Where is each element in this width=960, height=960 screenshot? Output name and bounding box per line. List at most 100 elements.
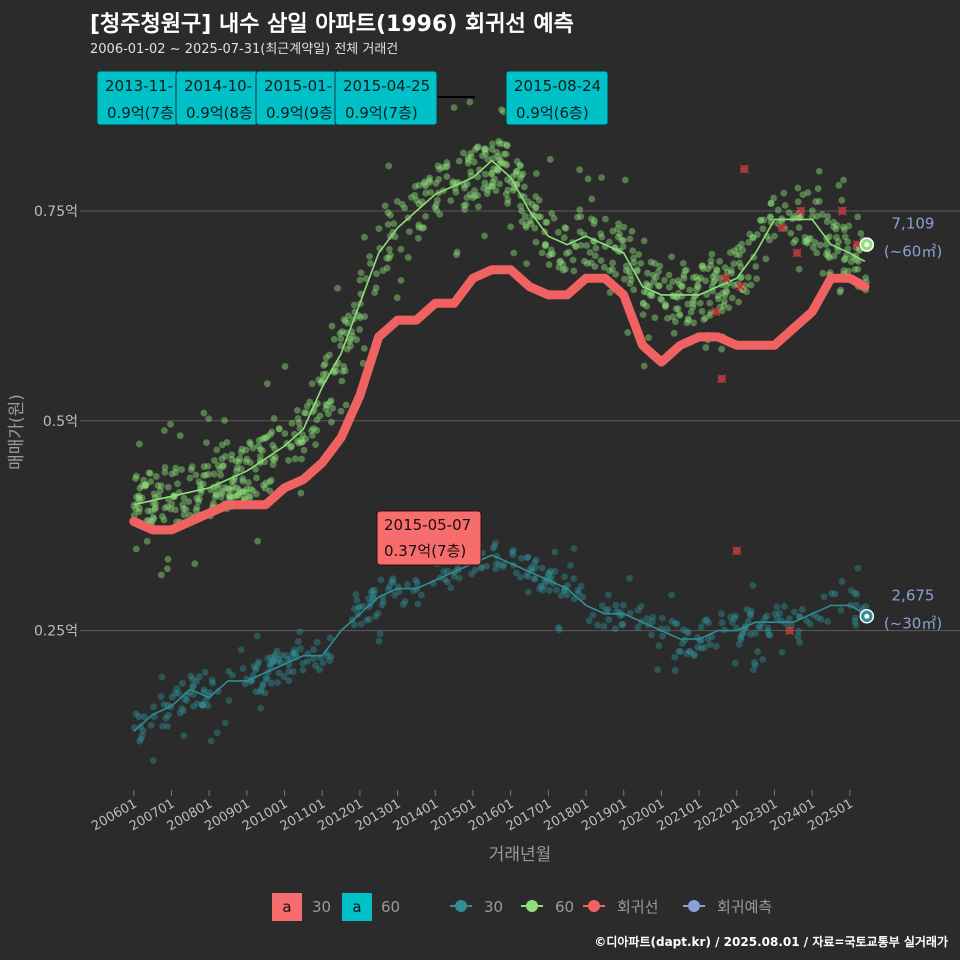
scatter-point-30 [701, 643, 708, 651]
scatter-point-60 [226, 492, 234, 500]
scatter-point-60 [482, 150, 489, 157]
scatter-point-30 [147, 721, 155, 729]
outlier-cross [735, 281, 746, 292]
annotation-date: 2015-04-25 [343, 77, 430, 95]
scatter-point-30 [570, 575, 578, 583]
scatter-point-30 [574, 586, 582, 594]
scatter-point-60 [218, 441, 226, 449]
scatter-point-30 [708, 633, 716, 641]
scatter-point-60 [547, 246, 555, 254]
scatter-point-60 [640, 362, 648, 370]
scatter-point-30 [225, 668, 233, 675]
scatter-point-60 [462, 201, 470, 209]
scatter-point-60 [138, 494, 146, 502]
scatter-point-30 [668, 617, 676, 625]
scatter-point-60 [614, 225, 622, 233]
scatter-point-60 [433, 206, 440, 214]
scatter-point-60 [385, 245, 393, 253]
scatter-point-30 [291, 646, 298, 654]
scatter-point-30 [267, 653, 275, 661]
scatter-point-60 [673, 294, 681, 301]
scatter-point-60 [489, 178, 497, 186]
scatter-point-60 [157, 482, 165, 490]
scatter-point-60 [630, 259, 638, 267]
scatter-point-30 [528, 563, 535, 571]
scatter-point-30 [794, 633, 802, 641]
scatter-point-60 [192, 471, 200, 479]
scatter-point-60 [577, 241, 585, 249]
scatter-point-60 [699, 262, 707, 269]
scatter-point-60 [390, 220, 398, 227]
scatter-point-30 [267, 679, 275, 687]
scatter-point-60 [723, 288, 731, 296]
scatter-point-60 [225, 485, 233, 493]
y-tick-label: 0.75억 [34, 204, 78, 220]
scatter-point-60 [341, 317, 349, 325]
scatter-point-60 [643, 288, 651, 296]
scatter-point-30 [443, 578, 451, 586]
scatter-point-60 [196, 481, 204, 489]
scatter-point-60 [386, 211, 394, 219]
scatter-point-60 [597, 230, 605, 238]
scatter-point-30 [176, 709, 184, 717]
scatter-point-60 [271, 445, 278, 452]
scatter-point-60 [214, 462, 222, 469]
scatter-point-60 [744, 273, 752, 281]
scatter-point-60 [502, 150, 510, 158]
scatter-point-30 [531, 558, 539, 566]
scatter-point-30 [213, 729, 221, 737]
scatter-point-30 [594, 621, 601, 629]
outlier-cross [777, 223, 787, 233]
scatter-point-30 [853, 590, 861, 598]
scatter-point-60 [242, 458, 250, 465]
scatter-point-30 [447, 584, 455, 592]
scatter-point-30 [671, 653, 679, 661]
scatter-point-60 [674, 277, 682, 285]
scatter-point-30 [175, 690, 183, 698]
scatter-point-30 [791, 608, 798, 616]
scatter-point-60 [815, 167, 823, 175]
scatter-point-60 [680, 271, 688, 279]
scatter-point-60 [411, 191, 419, 199]
scatter-point-60 [512, 170, 520, 178]
scatter-point-30 [523, 571, 531, 579]
scatter-point-60 [725, 304, 733, 312]
scatter-point-60 [164, 565, 171, 573]
trend-lines [129, 159, 870, 732]
scatter-point-60 [167, 505, 175, 513]
scatter-point-30 [655, 642, 663, 650]
scatter-point-60 [799, 191, 807, 199]
scatter-point-60 [225, 492, 232, 499]
scatter-point-60 [661, 277, 668, 284]
legend-line-label: 회귀선 [617, 898, 658, 916]
annotation-price: 0.9억(6층) [516, 104, 589, 122]
scatter-point-60 [210, 470, 218, 478]
scatter-point-30 [273, 647, 281, 655]
y-axis-title: 매매가(원) [7, 394, 27, 470]
scatter-point-60 [467, 149, 475, 157]
scatter-point-60 [523, 260, 530, 267]
scatter-point-60 [727, 266, 735, 274]
scatter-point-60 [801, 238, 809, 246]
scatter-point-60 [205, 470, 212, 478]
scatter-point-30 [201, 668, 209, 676]
scatter-point-60 [502, 160, 509, 168]
scatter-point-30 [554, 624, 562, 631]
scatter-point-60 [455, 157, 463, 165]
scatter-point-60 [197, 489, 205, 497]
scatter-point-30 [851, 590, 859, 597]
scatter-point-60 [684, 315, 692, 323]
scatter-point-30 [820, 593, 828, 601]
scatter-point-60 [609, 227, 617, 235]
scatter-point-60 [267, 431, 274, 438]
scatter-point-60 [494, 152, 502, 160]
scatter-point-60 [223, 438, 231, 446]
scatter-point-60 [294, 415, 302, 422]
scatter-point-30 [852, 601, 860, 609]
scatter-point-60 [387, 251, 394, 259]
scatter-point-60 [168, 470, 176, 478]
scatter-point-60 [413, 196, 420, 204]
outlier-cross [796, 206, 806, 216]
scatter-point-60 [179, 501, 187, 509]
scatter-point-60 [495, 137, 503, 145]
